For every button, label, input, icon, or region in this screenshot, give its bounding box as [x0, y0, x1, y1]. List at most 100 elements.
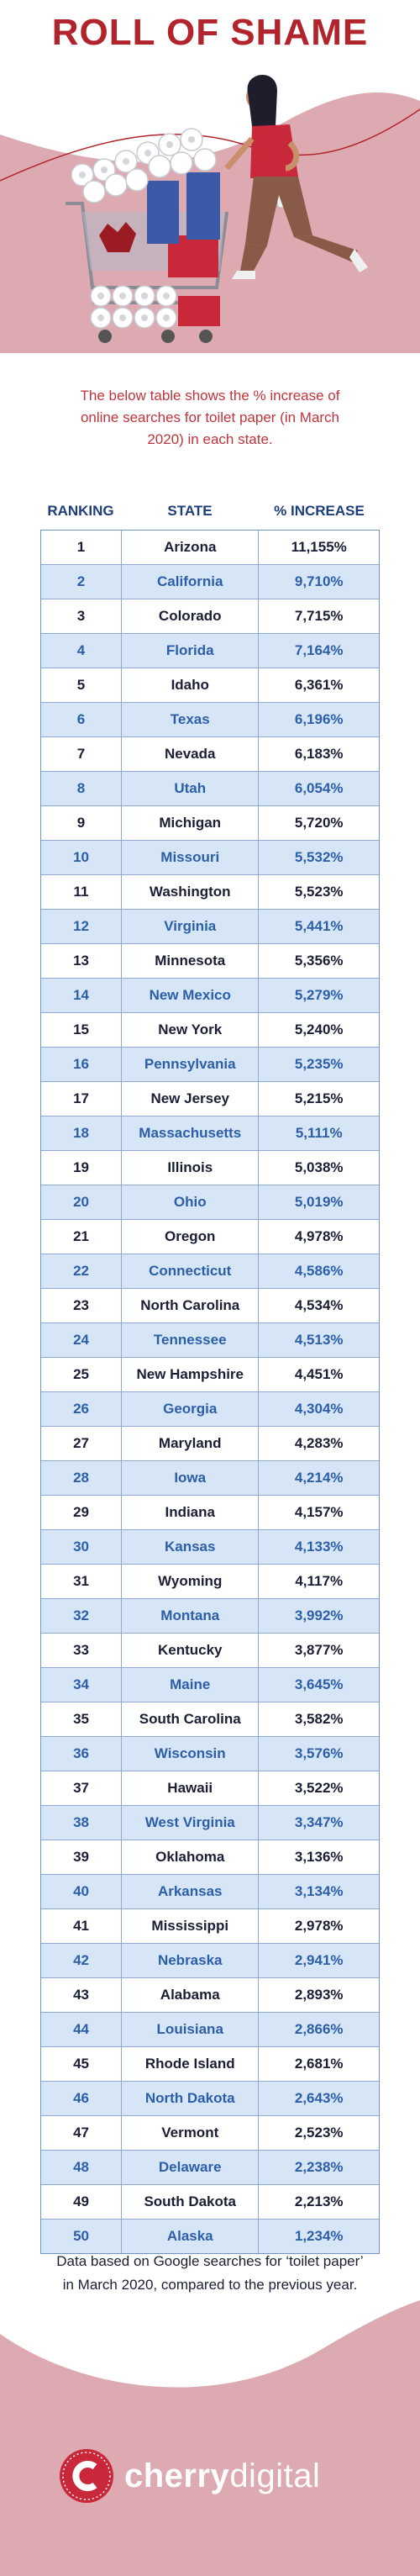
- rank-cell: 39: [41, 1840, 123, 1874]
- rank-cell: 20: [41, 1185, 123, 1219]
- state-cell: Indiana: [122, 1496, 260, 1529]
- rank-cell: 30: [41, 1530, 123, 1564]
- increase-cell: 2,866%: [294, 2021, 344, 2037]
- table-row: 31 Wyoming 4,117%: [41, 1564, 379, 1598]
- table-row: 29 Indiana 4,157%: [41, 1495, 379, 1529]
- table-row: 11 Washington 5,523%: [41, 874, 379, 909]
- rank-cell: 15: [41, 1013, 123, 1047]
- rank-cell: 4: [41, 634, 123, 668]
- state-cell: Michigan: [122, 806, 260, 840]
- rank-cell: 11: [41, 875, 123, 909]
- table-row: 3 Colorado 7,715%: [41, 599, 379, 633]
- state-cell: Iowa: [122, 1461, 260, 1495]
- table-row: 36 Wisconsin 3,576%: [41, 1736, 379, 1771]
- table-row: 37 Hawaii 3,522%: [41, 1771, 379, 1805]
- rank-cell: 37: [41, 1771, 123, 1805]
- increase-cell: 5,441%: [294, 918, 344, 934]
- state-cell: Minnesota: [122, 944, 260, 978]
- state-cell: New Hampshire: [122, 1358, 260, 1391]
- rank-cell: 27: [41, 1427, 123, 1460]
- state-cell: New Mexico: [122, 979, 260, 1012]
- rank-cell: 7: [41, 737, 123, 771]
- increase-cell: 4,283%: [294, 1435, 344, 1451]
- increase-cell: 5,215%: [294, 1090, 344, 1106]
- rank-cell: 5: [41, 668, 123, 702]
- table-row: 9 Michigan 5,720%: [41, 805, 379, 840]
- state-cell: Kentucky: [122, 1634, 260, 1667]
- ranking-table: RANKING STATE % INCREASE 1 Arizona 11,155%…: [40, 498, 380, 2254]
- rank-cell: 38: [41, 1806, 123, 1840]
- rank-cell: 49: [41, 2185, 123, 2219]
- state-cell: Mississippi: [122, 1909, 260, 1943]
- hero-illustration: [0, 75, 420, 353]
- state-cell: Virginia: [122, 910, 260, 943]
- state-cell: Washington: [122, 875, 260, 909]
- table-row: 12 Virginia 5,441%: [41, 909, 379, 943]
- table-row: 22 Connecticut 4,586%: [41, 1254, 379, 1288]
- shopping-cart-icon: [66, 172, 228, 343]
- rank-cell: 44: [41, 2013, 123, 2046]
- table-row: 43 Alabama 2,893%: [41, 1977, 379, 2012]
- increase-cell: 5,279%: [294, 987, 344, 1003]
- rank-cell: 40: [41, 1875, 123, 1908]
- increase-cell: 4,157%: [294, 1504, 344, 1520]
- state-cell: Montana: [122, 1599, 260, 1633]
- table-header: RANKING STATE % INCREASE: [40, 498, 380, 525]
- state-cell: Kansas: [122, 1530, 260, 1564]
- table-row: 32 Montana 3,992%: [41, 1598, 379, 1633]
- state-cell: Connecticut: [122, 1254, 260, 1288]
- rank-cell: 29: [41, 1496, 123, 1529]
- table-row: 26 Georgia 4,304%: [41, 1391, 379, 1426]
- state-cell: Idaho: [122, 668, 260, 702]
- brand-logo[interactable]: cherrydigital: [59, 2448, 320, 2504]
- rank-cell: 50: [41, 2220, 123, 2253]
- header-state: STATE: [167, 503, 213, 519]
- table-row: 13 Minnesota 5,356%: [41, 943, 379, 978]
- table-row: 45 Rhode Island 2,681%: [41, 2046, 379, 2081]
- table-row: 38 West Virginia 3,347%: [41, 1805, 379, 1840]
- rank-cell: 26: [41, 1392, 123, 1426]
- state-cell: West Virginia: [122, 1806, 260, 1840]
- intro-text: The below table shows the % increase of …: [80, 388, 340, 447]
- increase-cell: 6,361%: [294, 677, 344, 693]
- table-row: 35 South Carolina 3,582%: [41, 1702, 379, 1736]
- increase-cell: 6,183%: [294, 746, 344, 762]
- table-row: 50 Alaska 1,234%: [41, 2219, 379, 2253]
- increase-cell: 4,586%: [294, 1263, 344, 1279]
- increase-cell: 3,645%: [294, 1676, 344, 1692]
- table-row: 7 Nevada 6,183%: [41, 736, 379, 771]
- state-cell: Maine: [122, 1668, 260, 1702]
- state-cell: Tennessee: [122, 1323, 260, 1357]
- increase-cell: 1,234%: [294, 2228, 344, 2244]
- state-cell: Oklahoma: [122, 1840, 260, 1874]
- increase-cell: 5,720%: [294, 815, 344, 831]
- table-row: 33 Kentucky 3,877%: [41, 1633, 379, 1667]
- increase-cell: 6,054%: [294, 780, 344, 796]
- table-row: 4 Florida 7,164%: [41, 633, 379, 668]
- rank-cell: 2: [41, 565, 123, 599]
- increase-cell: 4,117%: [295, 1573, 344, 1589]
- footnote: Data based on Google searches for ‘toile…: [56, 2253, 364, 2293]
- state-cell: Nevada: [122, 737, 260, 771]
- increase-cell: 3,347%: [294, 1814, 344, 1830]
- rank-cell: 19: [41, 1151, 123, 1185]
- rank-cell: 1: [41, 531, 123, 564]
- table-row: 21 Oregon 4,978%: [41, 1219, 379, 1254]
- increase-cell: 4,513%: [294, 1332, 344, 1348]
- table-row: 6 Texas 6,196%: [41, 702, 379, 736]
- state-cell: Texas: [122, 703, 260, 736]
- brand-name: cherrydigital: [124, 2457, 320, 2495]
- shopper-figure: [224, 75, 368, 279]
- state-cell: Wyoming: [122, 1565, 260, 1598]
- increase-cell: 2,238%: [294, 2159, 344, 2175]
- increase-cell: 3,582%: [294, 1711, 344, 1727]
- rank-cell: 48: [41, 2151, 123, 2184]
- state-cell: Wisconsin: [122, 1737, 260, 1771]
- rank-cell: 23: [41, 1289, 123, 1322]
- state-cell: Arkansas: [122, 1875, 260, 1908]
- state-cell: Arizona: [122, 531, 260, 564]
- increase-cell: 3,992%: [294, 1607, 344, 1623]
- state-cell: Georgia: [122, 1392, 260, 1426]
- increase-cell: 4,451%: [294, 1366, 344, 1382]
- increase-cell: 2,523%: [294, 2125, 344, 2141]
